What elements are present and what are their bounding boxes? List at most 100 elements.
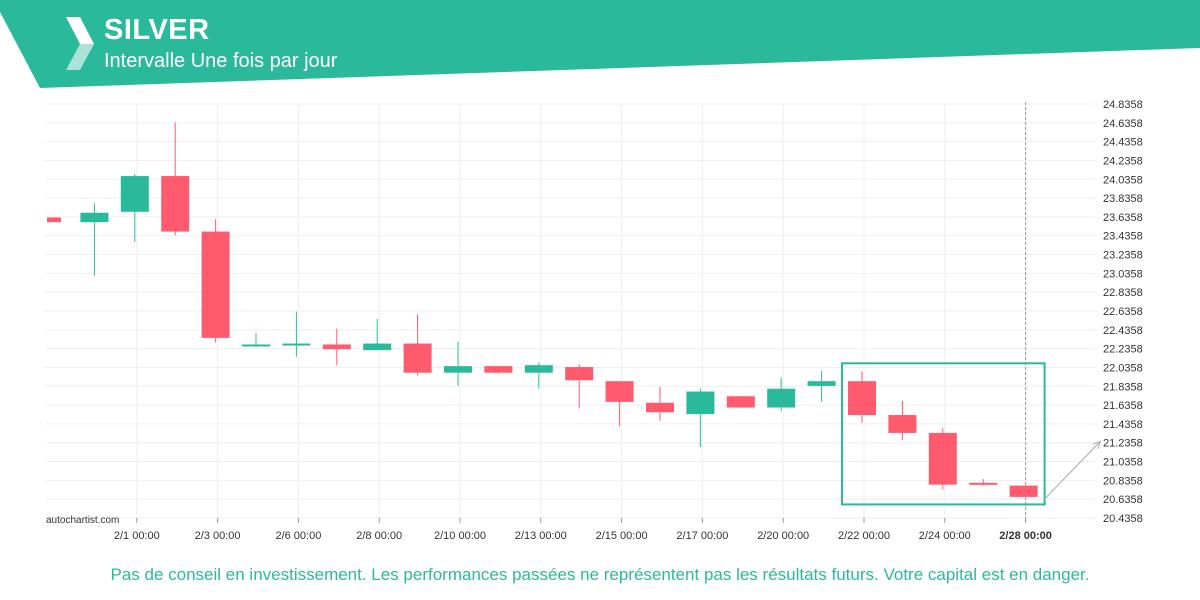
candle-body	[646, 402, 674, 413]
candle-bearish	[605, 381, 634, 427]
candle-bullish	[120, 174, 149, 242]
candle-bearish	[403, 314, 432, 376]
y-tick-label: 22.2358	[1103, 344, 1143, 356]
candle-body	[282, 343, 311, 346]
candle-body	[161, 176, 190, 232]
y-tick-label: 21.0358	[1103, 457, 1143, 469]
candle-body	[363, 343, 392, 351]
candle-bearish	[646, 386, 674, 421]
y-tick-label: 21.4358	[1103, 419, 1143, 431]
candle-body	[928, 432, 957, 485]
instrument-title: SILVER	[104, 14, 210, 46]
candle-body	[1009, 485, 1038, 497]
candle-bearish	[161, 122, 190, 236]
watermark: autochartist.com	[46, 515, 120, 526]
candle-body	[47, 217, 61, 223]
x-tick-label: 2/1 00:00	[114, 530, 160, 542]
candle-body	[969, 482, 998, 485]
candle-bullish	[686, 388, 715, 448]
candle-body	[848, 381, 876, 416]
header-band	[0, 0, 1200, 88]
candle-body	[767, 388, 796, 408]
interval-subtitle: Intervalle Une fois par jour	[104, 50, 338, 72]
candle-body	[605, 381, 634, 402]
y-tick-label: 21.6358	[1103, 400, 1143, 412]
candle-layer	[47, 122, 1038, 497]
candle-body	[322, 344, 351, 350]
y-tick-label: 20.8358	[1103, 475, 1143, 487]
highlight-layer	[841, 362, 1102, 506]
y-tick-label: 22.4358	[1103, 325, 1143, 337]
y-tick-label: 22.6358	[1103, 306, 1143, 318]
x-tick-label: 2/6 00:00	[275, 530, 321, 542]
candle-bearish	[888, 400, 917, 441]
y-tick-label: 23.0358	[1103, 268, 1143, 280]
candle-body	[201, 231, 230, 338]
y-tick-label: 23.6358	[1103, 212, 1143, 224]
x-tick-label: 2/28 00:00	[999, 530, 1052, 542]
x-tick-label: 2/22 00:00	[838, 530, 890, 542]
y-tick-label: 21.2358	[1103, 438, 1143, 450]
x-tick-label: 2/10 00:00	[434, 530, 486, 542]
x-tick-label: 2/15 00:00	[596, 530, 648, 542]
x-tick-label: 2/17 00:00	[676, 530, 728, 542]
x-tick-label: 2/13 00:00	[515, 530, 567, 542]
y-tick-label: 24.4358	[1103, 137, 1143, 149]
candle-body	[80, 212, 109, 223]
y-tick-label: 23.8358	[1103, 193, 1143, 205]
candle-body	[444, 366, 472, 373]
y-tick-label: 24.2358	[1103, 155, 1143, 167]
x-tick-label: 2/3 00:00	[195, 530, 241, 542]
candle-body	[807, 381, 836, 386]
projection-arrow-head	[1092, 440, 1102, 450]
x-axis: 2/1 00:00 2/3 00:00 2/6 00:00 2/8 00:00 2/10…	[114, 518, 1052, 542]
candle-bearish	[726, 396, 755, 408]
candle-bullish	[767, 377, 796, 412]
y-tick-label: 24.8358	[1103, 99, 1143, 111]
candle-bearish	[322, 328, 351, 366]
candle-body	[120, 176, 149, 212]
candle-bullish	[363, 319, 392, 351]
y-tick-label: 23.2358	[1103, 250, 1143, 262]
header-banner: SILVER Intervalle Une fois par jour	[0, 0, 1200, 90]
header-background	[0, 0, 1200, 88]
candle-bullish	[524, 362, 553, 389]
y-tick-label: 20.6358	[1103, 494, 1143, 506]
candle-body	[403, 343, 432, 373]
grid-layer	[46, 102, 1095, 519]
candle-bearish	[928, 428, 957, 490]
candle-body	[524, 365, 553, 373]
candle-body	[565, 367, 594, 381]
candle-bearish	[47, 217, 61, 223]
candle-body	[888, 415, 917, 433]
x-tick-label: 2/20 00:00	[757, 530, 809, 542]
candle-bearish	[565, 364, 594, 409]
candle-bearish	[848, 370, 876, 423]
brand-logo-icon	[66, 17, 94, 70]
y-tick-label: 22.0358	[1103, 362, 1143, 374]
y-tick-label: 23.4358	[1103, 231, 1143, 243]
pattern-highlight-box	[841, 362, 1046, 506]
y-tick-label: 20.4358	[1103, 513, 1143, 525]
y-tick-label: 21.8358	[1103, 381, 1143, 393]
y-tick-label: 24.0358	[1103, 174, 1143, 186]
disclaimer-text: Pas de conseil en investissement. Les pe…	[110, 565, 1090, 584]
candle-bullish	[80, 203, 109, 276]
y-tick-label: 24.6358	[1103, 118, 1143, 130]
candle-bearish	[1009, 485, 1038, 497]
candle-bullish	[807, 370, 836, 402]
candle-body	[242, 344, 270, 347]
candle-bullish	[282, 311, 311, 357]
candle-bullish	[242, 333, 270, 347]
candle-bearish	[969, 479, 998, 486]
x-tick-label: 2/8 00:00	[356, 530, 402, 542]
y-tick-label: 22.8358	[1103, 287, 1143, 299]
projection-arrow-line	[1043, 441, 1101, 501]
candle-bullish	[444, 341, 472, 386]
candle-body	[484, 366, 513, 373]
candle-body	[686, 391, 715, 415]
candle-bearish	[201, 219, 230, 343]
x-tick-label: 2/24 00:00	[919, 530, 971, 542]
candle-body	[726, 396, 755, 408]
